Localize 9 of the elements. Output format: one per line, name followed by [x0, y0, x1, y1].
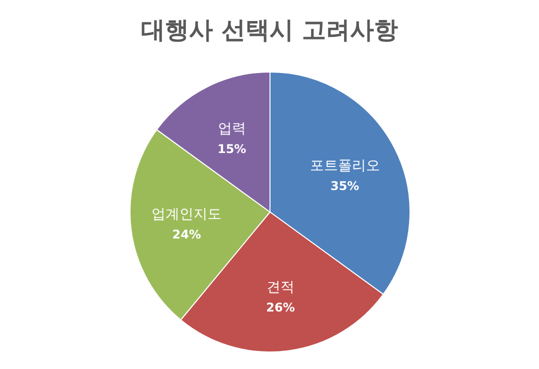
slice-label: 견적 — [266, 279, 295, 296]
slice-label: 업계인지도 — [152, 206, 222, 223]
data-label: 26% — [266, 300, 295, 314]
slice-label: 업력 — [218, 121, 246, 138]
data-label: 24% — [172, 228, 202, 242]
data-label: 35% — [330, 178, 360, 193]
slice-label: 포트폴리오 — [310, 158, 380, 174]
chart-title: 대행사 선택시 고려사항 — [141, 16, 398, 44]
data-label: 15% — [218, 142, 246, 156]
